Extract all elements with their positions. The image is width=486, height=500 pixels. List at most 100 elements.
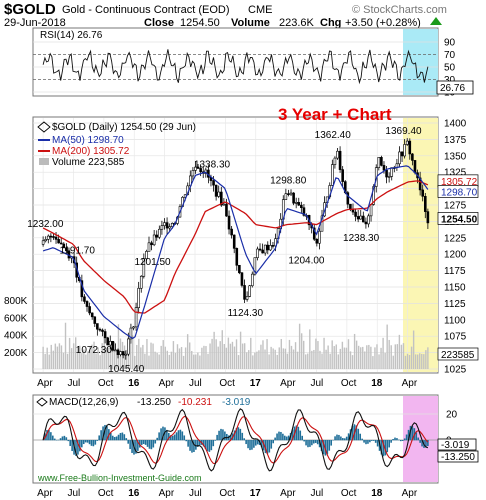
candle-body	[231, 229, 233, 235]
price-tick-label: 1025	[444, 365, 467, 376]
price-x-tick-label: Jul	[189, 378, 202, 389]
volume-bar	[165, 347, 166, 369]
volume-bar	[195, 354, 196, 369]
chart-headline: 3 Year + Chart	[278, 105, 392, 124]
volume-bar	[144, 354, 145, 369]
volume-bar	[232, 342, 233, 369]
macd-hist-bar	[178, 430, 180, 440]
macd-hist-bar	[253, 440, 255, 448]
macd-hist-bar	[147, 440, 149, 447]
macd-hist-bar	[207, 440, 209, 451]
macd-hist-bar	[81, 440, 83, 447]
volume-bar	[193, 355, 194, 369]
volume-bar	[158, 355, 159, 369]
volume-bar	[207, 354, 208, 369]
candle-body	[424, 196, 426, 211]
macd-hist-bar	[216, 435, 218, 440]
macd-hist-bar	[342, 438, 344, 440]
candle-body	[140, 276, 142, 288]
volume-bar	[401, 345, 402, 369]
candle-body	[117, 350, 119, 355]
volume-bar	[352, 355, 353, 369]
volume-bar	[297, 352, 298, 369]
candle-body	[89, 307, 91, 313]
volume-bar	[217, 347, 218, 369]
price-annotation: 1298.80	[270, 175, 307, 186]
macd-hist-bar	[129, 440, 131, 449]
volume-bar	[409, 355, 410, 369]
volume-bar	[199, 356, 200, 369]
volume-bar	[378, 354, 379, 369]
volume-bar	[388, 340, 389, 369]
macd-hist-bar	[50, 432, 52, 440]
candle-body	[169, 227, 171, 228]
volume-bar	[336, 344, 337, 369]
volume-tick-label: 800K	[4, 296, 28, 307]
macd-hist-bar	[85, 440, 87, 442]
candle-body	[55, 237, 57, 239]
candle-body	[262, 250, 264, 253]
price-x-tick-label: 18	[371, 378, 383, 389]
volume-bar	[354, 334, 355, 369]
volume-bar	[226, 348, 227, 369]
macd-hist-bar	[274, 438, 276, 441]
macd-hist-bar	[120, 433, 122, 440]
candle-body	[45, 239, 47, 240]
candle-body	[135, 308, 137, 327]
volume-bar	[303, 341, 304, 369]
macd-hist-bar	[272, 440, 274, 443]
rsi-legend: RSI(14) 26.76	[40, 30, 103, 41]
macd-hist-label: -3.019	[441, 440, 470, 451]
macd-hist-bar	[251, 440, 253, 450]
candle-body	[352, 210, 354, 212]
macd-hist-bar	[282, 434, 284, 441]
macd-hist-bar	[183, 435, 185, 440]
macd-hist-bar	[91, 440, 93, 446]
macd-legend-signal: -10.231	[178, 397, 212, 408]
candle-body	[114, 350, 116, 351]
volume-bar	[248, 350, 249, 369]
volume-bar	[242, 344, 243, 369]
price-annotation: 1338.30	[194, 159, 231, 170]
candle-body	[383, 165, 385, 170]
price-x-tick-label: Oct	[341, 378, 357, 389]
macd-hist-bar	[419, 440, 421, 443]
volume-bar	[405, 356, 406, 369]
last-price-label: 1254.50	[441, 214, 478, 225]
macd-hist-bar	[187, 440, 189, 447]
chart-instrument-name: Gold - Continuous Contract (EOD)	[62, 4, 230, 16]
macd-hist-bar	[83, 440, 85, 444]
volume-bar	[160, 346, 161, 369]
macd-hist-bar	[127, 440, 129, 444]
macd-hist-bar	[404, 438, 406, 440]
candle-body	[285, 194, 287, 200]
macd-hist-bar	[298, 427, 300, 441]
volume-bar	[173, 341, 174, 369]
chg-label: Chg	[320, 17, 341, 29]
candle-body	[241, 273, 243, 286]
volume-legend: Volume 223,585	[52, 157, 125, 168]
volume-bar	[425, 350, 426, 369]
candle-body	[153, 235, 155, 245]
macd-hist-bar	[95, 440, 97, 445]
price-tick-label: 1150	[444, 283, 466, 294]
candle-body	[398, 152, 400, 164]
volume-bar	[252, 355, 253, 369]
volume-bar	[384, 353, 385, 369]
rsi-highlight	[403, 29, 438, 95]
candle-body	[249, 286, 251, 297]
candle-body	[380, 157, 382, 165]
volume-bar	[65, 323, 66, 369]
macd-hist-bar	[307, 440, 309, 447]
volume-bar	[57, 347, 58, 369]
macd-hist-bar	[160, 428, 162, 440]
volume-bar	[163, 340, 164, 369]
macd-hist-bar	[93, 440, 95, 446]
candle-body	[133, 327, 135, 328]
volume-bar	[293, 350, 294, 369]
volume-value-label: 223585	[441, 350, 475, 361]
candle-body	[357, 216, 359, 219]
macd-hist-bar	[52, 436, 54, 441]
volume-bar	[256, 352, 257, 369]
